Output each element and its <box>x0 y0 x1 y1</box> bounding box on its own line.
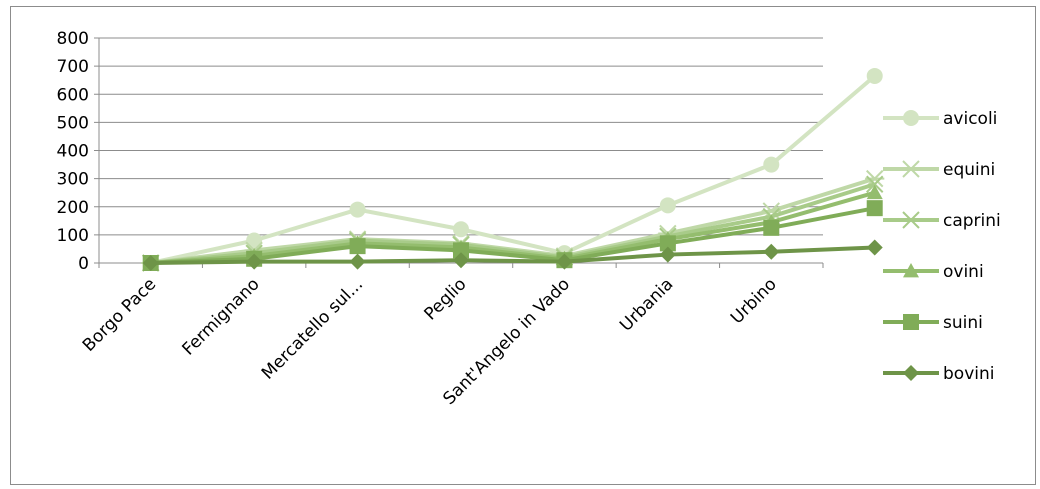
x-category-label: Urbino <box>727 274 781 328</box>
data-point-marker <box>866 200 883 217</box>
series-avicoli <box>142 67 883 271</box>
legend-entry-suini: suini <box>883 313 983 333</box>
legend-label: avicoli <box>943 109 997 129</box>
x-category-label: Borgo Pace <box>79 274 160 355</box>
y-tick-label: 100 <box>57 226 89 246</box>
data-point-marker <box>453 252 469 269</box>
data-point-marker <box>763 243 780 260</box>
x-category-label: Peglio <box>421 274 471 324</box>
legend-label: bovini <box>943 364 994 384</box>
data-point-marker <box>246 232 263 249</box>
legend-entry-caprini: caprini <box>883 211 1001 231</box>
data-point-marker <box>866 184 883 200</box>
data-point-marker <box>763 219 780 236</box>
data-point-marker <box>246 253 263 270</box>
data-point-marker <box>349 238 366 255</box>
series-bovini <box>142 239 883 271</box>
line-chart: 0 100 200 300 400 500 600 700 800 Borgo Pace Ferm… <box>57 29 1001 409</box>
data-point-marker <box>349 201 366 218</box>
y-tick-label: 200 <box>57 198 89 218</box>
x-category-label: Mercatello sul... <box>258 274 367 383</box>
y-tick-label: 600 <box>57 85 89 105</box>
data-point-marker <box>903 263 919 278</box>
y-tick-label: 800 <box>57 29 89 49</box>
y-tick-label: 400 <box>57 142 89 162</box>
data-point-marker <box>659 246 676 263</box>
legend-label: ovini <box>943 262 984 282</box>
x-category-label: Fermignano <box>179 274 264 359</box>
gridlines <box>99 37 823 264</box>
y-tick-label: 700 <box>57 57 89 77</box>
series-lines <box>141 67 885 272</box>
legend-entry-equini: equini <box>883 160 995 180</box>
legend-entry-ovini: ovini <box>883 262 984 282</box>
series-line <box>150 206 876 265</box>
data-point-marker <box>142 255 159 271</box>
legend-label: equini <box>943 160 995 180</box>
series-line <box>150 182 876 265</box>
data-point-marker <box>903 365 919 381</box>
data-point-marker <box>902 211 920 229</box>
chart-frame: 0 100 200 300 400 500 600 700 800 Borgo Pace Ferm… <box>10 6 1036 485</box>
data-point-marker <box>349 253 366 270</box>
legend-entry-avicoli: avicoli <box>883 109 997 129</box>
legend-label: caprini <box>943 211 1001 231</box>
series-line <box>150 245 875 265</box>
x-category-label: Urbania <box>616 274 677 335</box>
y-tick-label: 500 <box>57 113 89 133</box>
legend-entry-bovini: bovini <box>883 364 994 384</box>
data-point-marker <box>866 67 883 84</box>
y-axis: 0 100 200 300 400 500 600 700 800 <box>57 29 100 274</box>
data-point-marker <box>903 110 919 126</box>
y-tick-label: 300 <box>57 170 89 190</box>
legend: avicoli equini caprini ovini suini bovini <box>883 109 1001 384</box>
data-point-marker <box>763 156 780 173</box>
legend-label: suini <box>943 313 983 333</box>
data-point-marker <box>556 253 573 270</box>
data-point-marker <box>903 314 919 330</box>
data-point-marker <box>901 160 921 178</box>
data-point-marker <box>453 221 469 238</box>
series-line <box>150 74 877 265</box>
data-point-marker <box>453 242 469 259</box>
data-point-marker <box>659 197 676 214</box>
y-tick-label: 0 <box>78 254 89 274</box>
data-point-marker <box>866 175 884 193</box>
data-point-marker <box>659 235 676 252</box>
series-line <box>150 190 876 265</box>
data-point-marker <box>866 239 883 256</box>
